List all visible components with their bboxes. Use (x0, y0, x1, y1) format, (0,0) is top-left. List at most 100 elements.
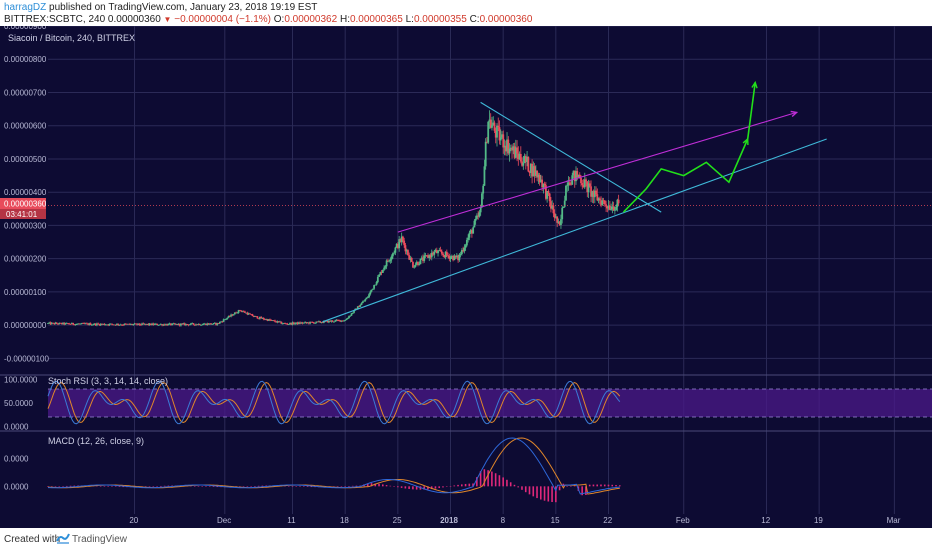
candle-body (597, 198, 600, 201)
upper-channel-arrowhead (790, 110, 799, 117)
candle-body (309, 321, 312, 324)
macd-histogram-bar (54, 486, 57, 487)
candle-body (429, 255, 432, 258)
candle-body (568, 182, 571, 185)
candle-body (247, 313, 250, 315)
candle-body (78, 323, 81, 325)
candle-body (582, 184, 585, 188)
candle-body (291, 322, 294, 325)
candle-body (147, 323, 150, 325)
candle-body (212, 323, 215, 325)
candle-body (498, 127, 501, 141)
publish-info: published on TradingView.com, January 23… (49, 2, 318, 13)
candle-body (442, 253, 444, 256)
candle-body (129, 324, 132, 325)
candle-body (489, 119, 492, 128)
candle-body (506, 139, 508, 152)
tradingview-logo-icon[interactable] (56, 531, 70, 548)
candle-body (183, 323, 186, 326)
candle-body (317, 321, 320, 323)
candle-body (487, 121, 490, 143)
chart-header: harragDZ published on TradingView.com, J… (0, 0, 932, 26)
symbol-label: BITTREX:SCBTC, 240 (4, 14, 106, 25)
tradingview-brand[interactable]: TradingView (72, 534, 128, 545)
candle-body (593, 190, 596, 198)
macd-histogram-bar (615, 485, 617, 487)
macd-histogram-bar (103, 486, 106, 487)
candle-body (282, 323, 285, 324)
candle-body (83, 323, 86, 324)
candle-body (399, 239, 402, 243)
candle-body (425, 255, 428, 257)
macd-histogram-bar (483, 469, 486, 487)
macd-histogram-bar (389, 485, 392, 487)
candle-body (557, 221, 560, 223)
macd-histogram-bar (400, 486, 403, 488)
candle-body (369, 291, 372, 295)
candle-body (617, 199, 620, 204)
chart-area[interactable]: 0.00000900 0.00000800 0.00000700 0.00000600… (0, 22, 932, 528)
candle-body (464, 245, 467, 248)
close-label: C: (469, 14, 480, 25)
price-tick-label: 0.00000800 (4, 55, 47, 64)
candle-body (300, 322, 303, 324)
candle-body (118, 324, 121, 326)
macd-histogram-bar (491, 471, 493, 487)
candle-body (414, 264, 417, 267)
time-tick-label: 25 (393, 516, 402, 525)
candle-body (563, 200, 566, 207)
candle-body (408, 255, 411, 260)
candle-body (335, 319, 338, 321)
candle-body (340, 320, 343, 322)
candle-body (343, 320, 345, 322)
author-name[interactable]: harragDZ (4, 2, 47, 13)
chart-background (0, 26, 932, 528)
candle-body (420, 257, 423, 259)
candle-body (188, 324, 191, 326)
candle-body (72, 322, 74, 325)
candle-body (205, 323, 207, 326)
candle-body (137, 323, 140, 325)
candle-body (555, 216, 557, 218)
candle-body (612, 206, 615, 211)
macd-histogram-bar (547, 486, 550, 502)
candle-body (517, 153, 520, 160)
candle-body (365, 297, 368, 300)
main-chart-title: Siacoin / Bitcoin, 240, BITTREX (8, 33, 135, 43)
candle-body (304, 322, 307, 323)
candle-body (583, 179, 586, 188)
candle-body (457, 255, 460, 261)
chart-svg[interactable]: 0.00000900 0.00000800 0.00000700 0.00000600… (0, 22, 932, 528)
candle-body (544, 185, 547, 199)
macd-histogram-bar (257, 485, 260, 487)
candle-body (112, 324, 115, 326)
candle-body (378, 274, 380, 277)
candle-body (302, 322, 305, 324)
macd-histogram-bar (381, 484, 384, 487)
candle-body (173, 323, 176, 325)
candle-body (240, 310, 243, 312)
candle-body (591, 191, 594, 197)
macd-histogram-bar (122, 486, 125, 488)
candle-body (226, 317, 229, 319)
candle-body (250, 314, 253, 315)
candle-body (460, 250, 463, 254)
candle-body (166, 324, 169, 326)
candle-body (74, 324, 77, 325)
candle-body (497, 125, 500, 128)
candle-body (603, 200, 606, 205)
macd-histogram-bar (494, 473, 497, 487)
candle-body (200, 324, 202, 326)
candle-body (476, 215, 478, 219)
candle-body (578, 174, 581, 178)
high-label: H: (339, 14, 350, 25)
candle-body (246, 312, 249, 315)
candle-body (75, 323, 78, 325)
candle-body (419, 258, 422, 265)
candle-body (413, 266, 416, 268)
candle-body (412, 261, 414, 268)
candle-body (235, 312, 238, 314)
candle-body (195, 324, 197, 326)
candle-body (508, 148, 511, 154)
candle-body (49, 322, 52, 325)
